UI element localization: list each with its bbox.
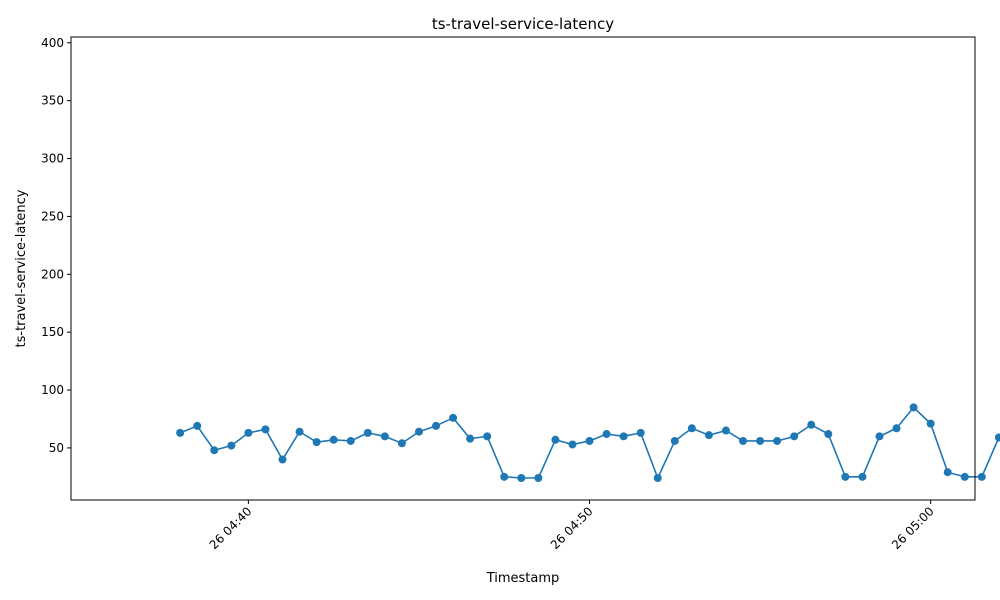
data-point [432, 421, 441, 430]
y-tick-label: 50 [49, 441, 64, 455]
data-point [790, 432, 799, 441]
data-point [704, 431, 713, 440]
data-point [841, 472, 850, 481]
data-point [176, 428, 185, 437]
data-point [278, 455, 287, 464]
data-point [397, 439, 406, 448]
data-point [193, 421, 202, 430]
data-point [858, 472, 867, 481]
data-point [261, 425, 270, 434]
y-tick-label: 300 [41, 152, 64, 166]
data-point [756, 436, 765, 445]
data-point [380, 432, 389, 441]
data-point [534, 474, 543, 483]
data-point [994, 433, 1000, 442]
x-tick-label: 26 04:50 [548, 504, 596, 552]
data-point [295, 427, 304, 436]
data-point [466, 434, 475, 443]
data-point [585, 436, 594, 445]
data-point [670, 436, 679, 445]
data-point [346, 436, 355, 445]
data-point [926, 419, 935, 428]
series-line [179, 406, 1000, 481]
data-point [244, 428, 253, 437]
data-point [807, 420, 816, 429]
data-point [329, 435, 338, 444]
data-point [875, 432, 884, 441]
chart-title: ts-travel-service-latency [432, 15, 614, 33]
y-tick-label: 350 [41, 94, 64, 108]
axes-frame [70, 36, 976, 501]
data-point [551, 435, 560, 444]
data-point [636, 428, 645, 437]
data-point [653, 474, 662, 483]
data-point [227, 441, 236, 450]
x-tick-label: 26 05:00 [889, 504, 937, 552]
data-point [824, 430, 833, 439]
data-point [517, 474, 526, 483]
data-point [500, 472, 509, 481]
y-tick-label: 150 [41, 325, 64, 339]
data-point [892, 424, 901, 433]
y-axis-label: ts-travel-service-latency [14, 189, 29, 347]
data-point [414, 427, 423, 436]
data-point [773, 436, 782, 445]
y-tick-label: 200 [41, 267, 64, 281]
y-tick-label: 100 [41, 383, 64, 397]
x-axis-label: Timestamp [486, 571, 560, 586]
x-tick-label: 26 04:40 [207, 504, 255, 552]
data-point [602, 430, 611, 439]
data-point [687, 424, 696, 433]
data-point [977, 472, 986, 481]
data-point [568, 440, 577, 449]
data-point [739, 436, 748, 445]
y-tick-label: 250 [41, 209, 64, 223]
data-point [721, 426, 730, 435]
data-point [210, 446, 219, 455]
data-point [363, 428, 372, 437]
series-layer [176, 403, 1000, 483]
y-axis-ticks: 50 100 150 200 250 300 350 400 [41, 36, 71, 455]
data-point [449, 413, 458, 422]
data-point [619, 432, 628, 441]
data-point [312, 438, 321, 447]
data-point [483, 432, 492, 441]
data-point [943, 468, 952, 477]
data-point [960, 472, 969, 481]
data-point [909, 403, 918, 412]
y-tick-label: 400 [41, 36, 64, 50]
